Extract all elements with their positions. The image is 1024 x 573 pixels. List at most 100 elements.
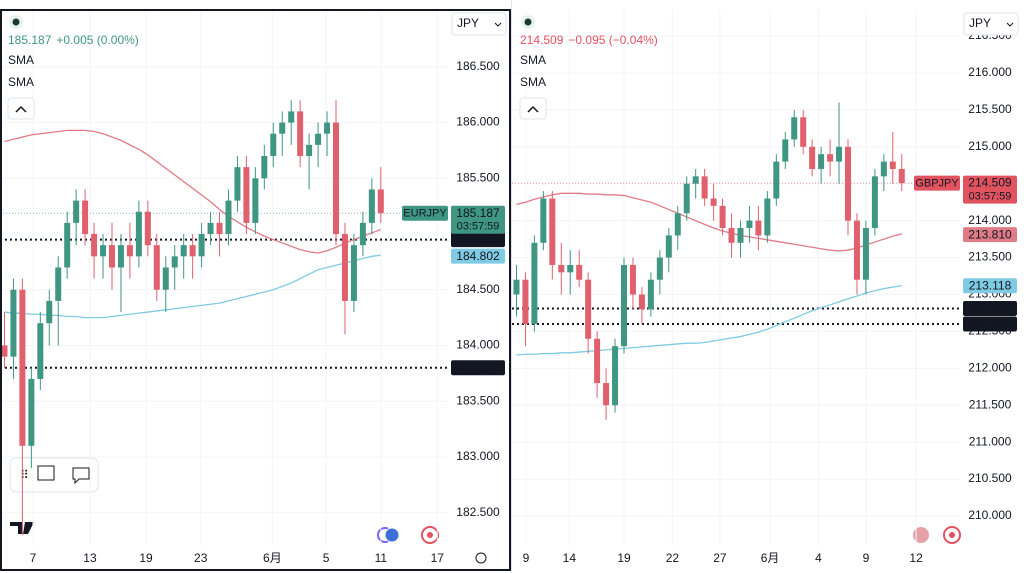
sma-line	[4, 254, 381, 319]
indicator-name: SMA	[520, 53, 546, 67]
candle-body	[234, 167, 241, 201]
candle-body	[73, 200, 80, 223]
countdown: 03:57:59	[457, 221, 500, 233]
candle-body	[189, 245, 196, 257]
candle-body	[1, 345, 8, 357]
candle-body	[243, 167, 250, 223]
symbol-label: EURJPY	[403, 208, 447, 220]
candle-body	[19, 289, 26, 446]
level-price-tag	[963, 301, 1017, 317]
candle-body	[117, 245, 124, 268]
candle-body	[297, 111, 304, 157]
y-tick-label: 184.500	[456, 282, 500, 296]
x-tick-label: 11	[375, 551, 388, 565]
candle-body	[153, 245, 160, 290]
candle-body	[558, 264, 565, 273]
quote-change: +0.005 (0.00%)	[56, 33, 138, 47]
last-price-label: 214.509	[968, 176, 1012, 190]
comment-tool[interactable]	[72, 467, 90, 485]
quote-change: −0.095 (−0.04%)	[568, 33, 657, 47]
settings-icon[interactable]	[475, 552, 487, 564]
candle-body	[55, 267, 62, 301]
candle-body	[898, 168, 905, 184]
icon[interactable]	[943, 526, 961, 544]
candle-body	[853, 220, 860, 280]
y-tick-label: 182.500	[456, 505, 500, 519]
candle-body	[701, 176, 708, 199]
x-tick-label: 9	[863, 551, 870, 565]
y-tick-label: 215.000	[968, 139, 1012, 153]
x-tick-label: 7	[30, 551, 37, 565]
y-tick-label: 211.500	[969, 397, 1012, 411]
candle-body	[207, 222, 214, 235]
candle-body	[567, 264, 574, 273]
candle-body	[665, 235, 672, 258]
candle-body	[377, 189, 384, 214]
currency-button[interactable]	[451, 12, 507, 36]
candle-body	[216, 222, 223, 235]
candle-body	[674, 213, 681, 236]
x-tick-label: 13	[83, 551, 97, 565]
candle-body	[746, 220, 753, 229]
candle-body	[64, 222, 71, 268]
candle-body	[46, 300, 53, 324]
candle-body	[585, 279, 592, 339]
currency-label: JPY	[969, 16, 991, 30]
collapse-button[interactable]	[7, 97, 35, 120]
candle-body	[710, 198, 717, 206]
icon	[427, 532, 433, 538]
last-price-tag	[451, 205, 505, 234]
candle-body	[827, 154, 834, 162]
text-tool[interactable]	[37, 465, 55, 481]
quote-price: 214.509	[520, 33, 564, 47]
candle-body	[109, 245, 115, 268]
collapse-button[interactable]	[519, 97, 547, 120]
sma-price-tag	[963, 227, 1017, 243]
quote-price: 185.187	[8, 33, 52, 47]
symbol-label: GBPJPY	[915, 177, 959, 189]
active-pane-border	[0, 9, 511, 571]
candle-body	[764, 198, 771, 236]
currency-label: JPY	[457, 16, 479, 30]
last-price-label: 185.187	[456, 206, 500, 220]
candle-body	[773, 161, 780, 199]
icon[interactable]	[384, 527, 400, 543]
candle-body	[135, 211, 142, 257]
collapse-icon	[15, 105, 27, 113]
status-dot-core	[12, 18, 20, 26]
sma-price-tag-label: 213.810	[968, 227, 1012, 241]
x-tick-label: 9	[523, 551, 530, 565]
status-dot-core	[524, 18, 532, 26]
candle-body	[800, 117, 807, 147]
candle-body	[279, 122, 286, 134]
candle-body	[728, 228, 735, 243]
quote: 214.509 −0.095 (−0.04%)	[520, 33, 658, 47]
drawing-toolbar[interactable]: ⠿	[9, 457, 99, 493]
y-tick-label: 183.500	[456, 393, 500, 407]
candle-body	[692, 176, 699, 184]
y-tick-label: 184.000	[456, 338, 500, 352]
icon[interactable]	[913, 527, 929, 543]
candle-body	[28, 378, 35, 446]
x-tick-label: 12	[909, 551, 923, 565]
candle-body	[594, 338, 601, 384]
candle-body	[306, 144, 313, 157]
currency-caret	[1006, 22, 1014, 27]
candle-body	[889, 161, 896, 169]
indicator-name: SMA	[520, 75, 546, 89]
y-tick-label: 185.500	[456, 170, 500, 184]
x-tick-label: 4	[815, 551, 822, 565]
icon[interactable]	[421, 526, 439, 544]
candle-body	[198, 234, 205, 257]
currency-button[interactable]	[963, 12, 1019, 36]
candle-body	[621, 264, 627, 347]
y-tick-label: 186.500	[456, 59, 500, 73]
candle-body	[513, 279, 520, 295]
candle-body	[880, 161, 887, 177]
candle-body	[791, 117, 798, 140]
candle-body	[82, 200, 89, 235]
sma-line	[516, 192, 902, 252]
candle-body	[818, 154, 825, 169]
